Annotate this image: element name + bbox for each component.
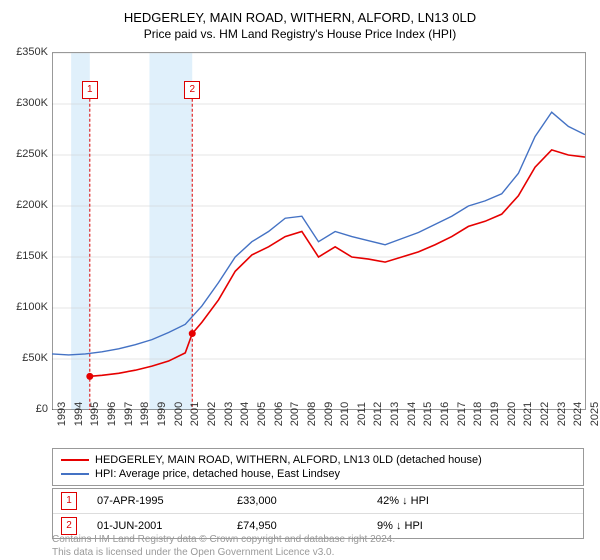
sale-point [189, 330, 196, 337]
x-tick-label: 2017 [456, 402, 468, 426]
attribution: Contains HM Land Registry data © Crown c… [52, 534, 395, 559]
y-tick-label: £250K [8, 148, 48, 160]
x-tick-label: 2005 [256, 402, 268, 426]
shaded-region [149, 53, 192, 410]
x-tick-label: 1998 [139, 402, 151, 426]
y-tick-label: £0 [8, 403, 48, 415]
chart-svg [52, 53, 585, 410]
chart-subtitle: Price paid vs. HM Land Registry's House … [0, 25, 600, 41]
table-marker: 1 [61, 492, 77, 510]
x-tick-label: 2004 [239, 402, 251, 426]
x-tick-label: 2025 [589, 402, 600, 426]
table-date: 07-APR-1995 [97, 495, 237, 507]
x-tick-label: 2012 [372, 402, 384, 426]
y-tick-label: £150K [8, 250, 48, 262]
x-tick-label: 2020 [506, 402, 518, 426]
table-price: £74,950 [237, 520, 377, 532]
legend-row: HEDGERLEY, MAIN ROAD, WITHERN, ALFORD, L… [61, 453, 575, 467]
chart-plot-area: 12 [52, 52, 586, 410]
x-tick-label: 2001 [189, 402, 201, 426]
legend-label: HPI: Average price, detached house, East… [95, 468, 340, 480]
table-hpi: 42% ↓ HPI [377, 495, 575, 507]
x-tick-label: 2018 [472, 402, 484, 426]
x-tick-label: 2011 [356, 402, 368, 426]
x-tick-label: 2014 [406, 402, 418, 426]
x-tick-label: 2009 [323, 402, 335, 426]
x-tick-label: 2008 [306, 402, 318, 426]
y-tick-label: £200K [8, 199, 48, 211]
x-tick-label: 2023 [556, 402, 568, 426]
x-tick-label: 1999 [156, 402, 168, 426]
legend-row: HPI: Average price, detached house, East… [61, 467, 575, 481]
attribution-line1: Contains HM Land Registry data © Crown c… [52, 534, 395, 547]
x-tick-label: 2010 [339, 402, 351, 426]
sale-table: 1 07-APR-1995£33,00042% ↓ HPI 2 01-JUN-2001… [52, 488, 584, 539]
legend-swatch [61, 473, 89, 475]
x-tick-label: 2015 [422, 402, 434, 426]
table-row: 1 07-APR-1995£33,00042% ↓ HPI [53, 489, 583, 513]
table-marker: 2 [61, 517, 77, 535]
x-tick-label: 2007 [289, 402, 301, 426]
y-tick-label: £300K [8, 97, 48, 109]
x-tick-label: 1996 [106, 402, 118, 426]
y-tick-label: £100K [8, 301, 48, 313]
chart-title: HEDGERLEY, MAIN ROAD, WITHERN, ALFORD, L… [0, 0, 600, 25]
table-hpi: 9% ↓ HPI [377, 520, 575, 532]
attribution-line2: This data is licensed under the Open Gov… [52, 547, 395, 560]
chart-marker: 1 [82, 81, 98, 99]
shaded-region [71, 53, 90, 410]
x-tick-label: 2024 [572, 402, 584, 426]
y-tick-label: £350K [8, 46, 48, 58]
x-tick-label: 1995 [89, 402, 101, 426]
x-tick-label: 2022 [539, 402, 551, 426]
x-tick-label: 2000 [173, 402, 185, 426]
x-tick-label: 2016 [439, 402, 451, 426]
chart-marker: 2 [184, 81, 200, 99]
legend-swatch [61, 459, 89, 461]
table-price: £33,000 [237, 495, 377, 507]
legend-label: HEDGERLEY, MAIN ROAD, WITHERN, ALFORD, L… [95, 454, 482, 466]
x-tick-label: 2013 [389, 402, 401, 426]
x-tick-label: 1997 [123, 402, 135, 426]
series-hpi [52, 112, 585, 355]
x-tick-label: 1993 [56, 402, 68, 426]
x-tick-label: 1994 [73, 402, 85, 426]
legend: HEDGERLEY, MAIN ROAD, WITHERN, ALFORD, L… [52, 448, 584, 486]
x-tick-label: 2019 [489, 402, 501, 426]
table-date: 01-JUN-2001 [97, 520, 237, 532]
x-tick-label: 2002 [206, 402, 218, 426]
x-tick-label: 2003 [223, 402, 235, 426]
sale-point [86, 373, 93, 380]
y-tick-label: £50K [8, 352, 48, 364]
x-tick-label: 2021 [522, 402, 534, 426]
x-tick-label: 2006 [273, 402, 285, 426]
